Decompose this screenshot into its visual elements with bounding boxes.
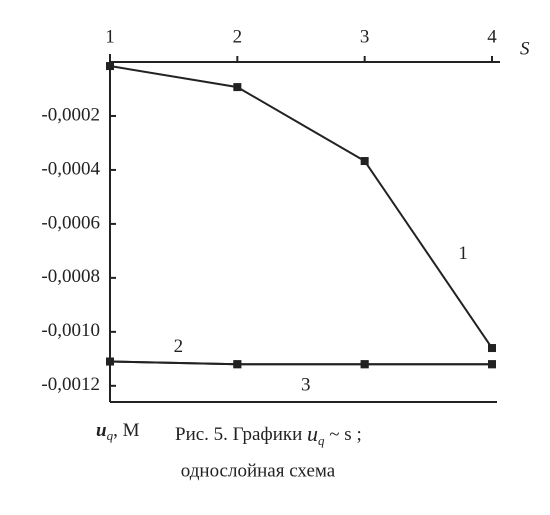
y-tick-label: -0,0008 [41, 266, 100, 287]
series-label: 3 [301, 375, 311, 396]
series-line [109, 65, 493, 349]
caption-var: u [307, 421, 318, 446]
x-tick-label: 1 [105, 26, 115, 47]
x-tick-label: 2 [233, 26, 243, 47]
series-label: 2 [174, 336, 184, 357]
caption-line2: однослойная схема [181, 460, 336, 481]
marker [488, 360, 496, 369]
y-tick-label: -0,0010 [41, 320, 100, 341]
caption-sub: q [318, 433, 325, 448]
x-tick-label: 4 [487, 26, 497, 47]
x-tick-label: 3 [360, 26, 370, 47]
y-axis-label: uq, М [96, 420, 140, 443]
marker [106, 357, 114, 366]
marker [106, 62, 114, 71]
series-label: 1 [458, 243, 468, 264]
y-tick-label: -0,0012 [41, 374, 100, 395]
marker [488, 344, 496, 353]
y-label-var: u [96, 420, 107, 441]
x-axis-label: S [520, 38, 530, 59]
y-label-sub: q [107, 428, 114, 443]
y-label-unit: , М [113, 420, 140, 441]
marker [360, 157, 369, 166]
marker [233, 360, 242, 369]
y-tick-label: -0,0004 [41, 158, 100, 179]
marker [360, 360, 369, 369]
caption-suffix: ~ s ; [325, 424, 362, 445]
y-tick-label: -0,0002 [41, 104, 100, 125]
marker [233, 83, 242, 92]
caption: Рис. 5. Графики uq ~ s ; [175, 421, 362, 448]
y-tick-label: -0,0006 [41, 212, 100, 233]
series-line [109, 360, 492, 366]
caption-prefix: Рис. 5. Графики [175, 424, 307, 445]
